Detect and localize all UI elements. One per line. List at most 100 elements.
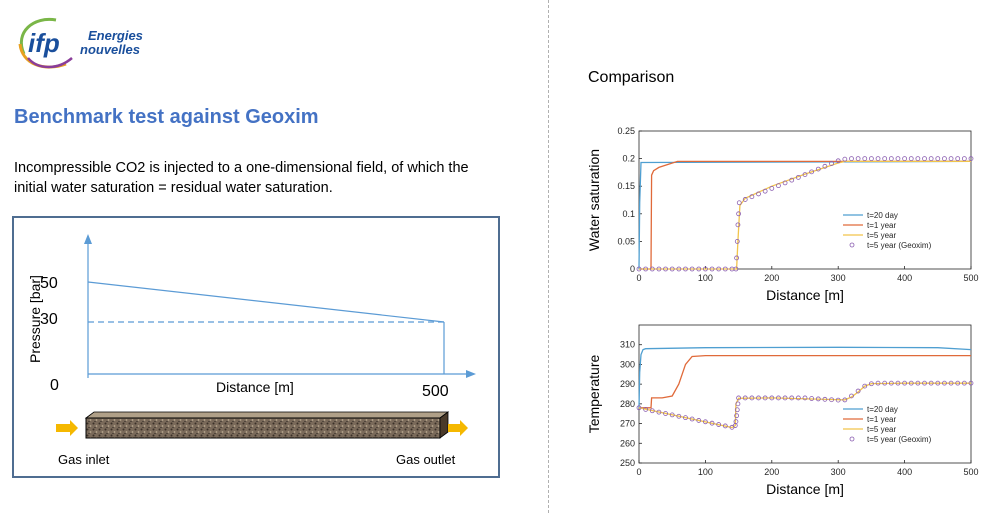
chart0-legend-label: t=1 year (867, 221, 896, 230)
chart1-geoxim-point (734, 413, 740, 419)
chart0-geoxim-point (855, 156, 861, 161)
chart1-geoxim-point (749, 395, 755, 401)
chart0-geoxim-point (756, 191, 761, 197)
chart0-series-line (639, 160, 971, 270)
comparison-label: Comparison (588, 69, 675, 86)
chart1-geoxim-point (762, 395, 768, 401)
rock-top-face (84, 411, 450, 419)
chart1-ytick-label: 280 (620, 399, 635, 409)
chart0-geoxim-point (703, 266, 708, 272)
ifp-logo: ifp (18, 17, 73, 69)
chart1-legend-label: t=5 year (867, 425, 896, 434)
chart0-xtick-label: 400 (897, 273, 912, 283)
chart0-geoxim-point (782, 180, 788, 186)
pressure-schematic-panel: 50 30 0 500 Distance [m] Pressure [bar] … (12, 216, 500, 478)
chart0-legend-label: t=5 year (Geoxim) (867, 241, 932, 250)
chart1-geoxim-point (756, 395, 761, 401)
chart0-series-1 (639, 160, 971, 270)
chart1-geoxim-point (669, 412, 675, 418)
chart1-xtick-label: 500 (963, 467, 978, 477)
chart0-geoxim-point (683, 266, 688, 272)
chart0-geoxim-point (735, 222, 741, 228)
chart0-geoxim-point (809, 169, 815, 175)
chart0-geoxim-point (922, 156, 927, 161)
logo-text-energies: Energies (88, 28, 143, 43)
chart1-geoxim-point (683, 415, 688, 421)
chart0-geoxim-point (643, 266, 649, 272)
chart1-geoxim-point (955, 380, 961, 386)
y-axis-arrow-icon (84, 234, 92, 244)
chart1-series-line (638, 346, 972, 408)
chart1-geoxim-point (902, 380, 908, 386)
schematic-ylabel: Pressure [bar] (27, 275, 43, 363)
chart0-ytick-label: 0.15 (617, 181, 635, 191)
chart1-xtick-label: 0 (636, 467, 641, 477)
chart1-geoxim-point (663, 411, 668, 416)
chart0-geoxim-point (902, 156, 908, 161)
chart1-series-line (639, 354, 971, 409)
chart0-geoxim-point (915, 156, 921, 161)
chart1-geoxim-point (849, 393, 854, 399)
chart0-ytick-label: 0.05 (617, 236, 635, 246)
chart1-geoxim-point (942, 380, 947, 386)
temperature-chart: 0 100 200 300 400 500 250 260 270 280 290 300 310 Dis… (586, 324, 979, 497)
chart0-geoxim-point (908, 156, 914, 161)
chart0-ytick-label: 0.25 (617, 126, 635, 136)
chart1-xtick-label: 400 (897, 467, 912, 477)
chart0-geoxim-point (829, 161, 834, 166)
chart0-xtick-label: 100 (698, 273, 713, 283)
water-saturation-chart: 0 100 200 300 400 500 0 0.05 0.1 0.15 0.2 0.25 Dista… (586, 126, 979, 303)
chart1-legend-marker (849, 436, 855, 442)
chart1-legend-label: t=5 year (Geoxim) (867, 435, 932, 444)
chart1-xtick-label: 100 (698, 467, 713, 477)
chart1-geoxim-point (769, 395, 775, 401)
chart1-geoxim-point (922, 380, 927, 386)
chart1-geoxim-point (829, 397, 834, 403)
chart0-geoxim-point (942, 156, 947, 161)
chart0-geoxim-point (849, 156, 854, 161)
chart1-geoxim-point (862, 383, 868, 389)
chart1-geoxim-point (961, 380, 967, 386)
chart1-geoxim-point (636, 405, 642, 411)
chart1-series-0 (638, 346, 972, 408)
chart1-legend-label: t=1 year (867, 415, 896, 424)
gas-outlet-label: Gas outlet (396, 452, 456, 467)
chart0-geoxim-point (769, 186, 775, 191)
chart0-ytick-label: 0 (630, 264, 635, 274)
chart1-geoxim-point (948, 380, 954, 386)
chart1-geoxim-point (716, 422, 722, 427)
chart0-legend-label: t=5 year (867, 231, 896, 240)
chart1-geoxim-point (895, 380, 901, 386)
chart1-ytick-label: 300 (620, 359, 635, 369)
tick-50: 50 (40, 275, 58, 292)
chart0-geoxim-point (696, 266, 702, 272)
pressure-schematic: 50 30 0 500 Distance [m] Pressure [bar] … (27, 234, 476, 467)
section-divider (548, 0, 549, 513)
chart0-geoxim-point (862, 156, 868, 161)
chart0-geoxim-point (935, 156, 941, 161)
chart0-geoxim-point (789, 177, 795, 183)
chart1-ytick-label: 310 (620, 340, 635, 350)
chart1-geoxim-point (742, 395, 748, 401)
chart1-ytick-label: 270 (620, 419, 635, 429)
chart0-ytick-label: 0.1 (622, 209, 635, 219)
chart0-geoxim-point (656, 266, 662, 272)
chart1-geoxim-point (882, 380, 888, 386)
chart1-ylabel: Temperature (586, 354, 602, 433)
chart1-ytick-label: 260 (620, 438, 635, 448)
chart0-geoxim-point (928, 156, 934, 161)
chart1-geoxim-point (709, 420, 715, 426)
chart0-geoxim-point (961, 156, 967, 161)
rock-core (85, 417, 441, 439)
tick-0: 0 (50, 377, 59, 394)
chart0-geoxim-point (636, 266, 642, 272)
chart0-geoxim-point (955, 156, 961, 161)
chart0-geoxim-point (734, 255, 740, 261)
chart1-geoxim-point (888, 380, 894, 386)
chart0-xtick-label: 0 (636, 273, 641, 283)
tick-30: 30 (40, 311, 58, 328)
chart1-xlabel: Distance [m] (766, 481, 844, 497)
chart0-geoxim-point (762, 188, 768, 194)
chart1-series-3 (636, 380, 974, 430)
